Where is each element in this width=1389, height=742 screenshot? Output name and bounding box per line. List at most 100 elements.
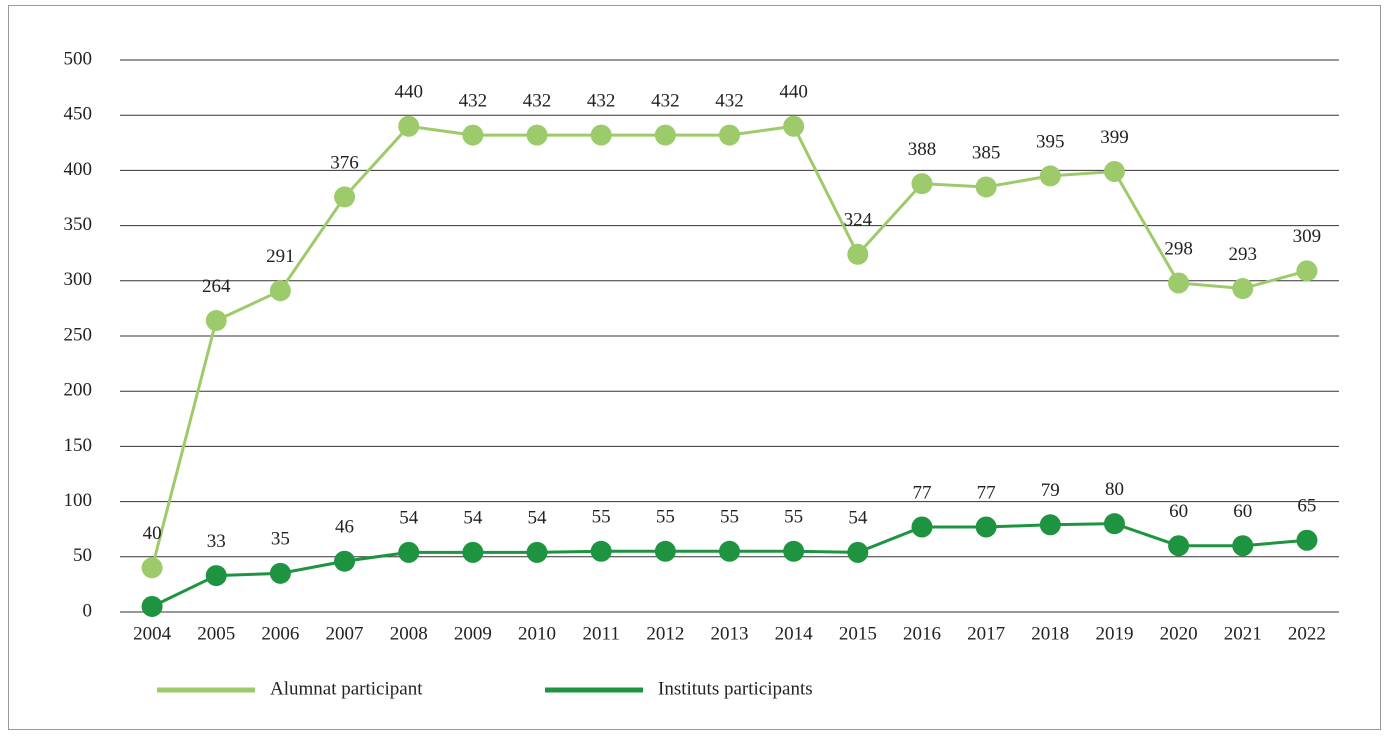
data-point <box>141 557 163 579</box>
data-label: 440 <box>394 82 423 103</box>
data-point <box>205 565 227 587</box>
x-tick-label: 2007 <box>326 623 364 644</box>
x-tick-label: 2012 <box>646 623 684 644</box>
data-point <box>654 540 676 562</box>
x-tick-label: 2022 <box>1288 623 1326 644</box>
data-point <box>719 124 740 146</box>
data-label: 65 <box>1297 496 1316 517</box>
data-point <box>1168 535 1190 557</box>
data-label: 60 <box>1169 501 1188 522</box>
data-point <box>1296 529 1318 551</box>
data-label: 54 <box>463 508 483 529</box>
data-label: 33 <box>207 531 226 552</box>
x-tick-label: 2009 <box>454 623 492 644</box>
data-point <box>334 550 356 572</box>
data-label: 54 <box>528 508 548 529</box>
data-label: 46 <box>335 517 354 538</box>
data-point <box>334 186 356 208</box>
data-point <box>1103 513 1125 535</box>
data-point <box>975 516 997 538</box>
data-label: 55 <box>656 507 675 528</box>
data-label: 79 <box>1041 480 1060 501</box>
data-label: 35 <box>271 529 290 550</box>
data-label: 432 <box>715 90 744 111</box>
data-label: 399 <box>1100 127 1129 148</box>
data-label: 54 <box>399 508 419 529</box>
data-label: 395 <box>1036 131 1065 152</box>
data-label: 298 <box>1164 238 1193 259</box>
y-tick-label: 250 <box>64 324 93 345</box>
data-label: 40 <box>143 523 162 544</box>
x-tick-label: 2021 <box>1224 623 1262 644</box>
x-tick-label: 2019 <box>1095 623 1133 644</box>
data-label: 55 <box>592 507 611 528</box>
y-tick-label: 0 <box>83 600 93 621</box>
data-point <box>398 115 420 137</box>
y-tick-label: 150 <box>64 435 93 456</box>
data-point <box>269 562 291 584</box>
data-label: 309 <box>1293 226 1322 247</box>
data-label: 264 <box>202 276 231 297</box>
x-tick-label: 2015 <box>839 623 877 644</box>
data-point <box>847 541 869 563</box>
y-tick-label: 450 <box>64 104 93 125</box>
data-label: 432 <box>523 90 552 111</box>
data-point <box>783 540 805 562</box>
data-label: 55 <box>720 507 739 528</box>
legend-label: Instituts participants <box>658 678 813 699</box>
y-tick-label: 100 <box>64 490 93 511</box>
y-tick-label: 200 <box>64 380 93 401</box>
data-label: 77 <box>977 482 996 503</box>
x-tick-label: 2016 <box>903 623 941 644</box>
data-point <box>1039 514 1061 536</box>
data-point <box>654 124 676 146</box>
data-label: 432 <box>459 90 488 111</box>
legend-label: Alumnat participant <box>270 678 423 699</box>
chart-border <box>8 5 1381 730</box>
data-label: 376 <box>330 152 359 173</box>
data-point <box>783 115 805 137</box>
y-tick-label: 500 <box>64 48 93 69</box>
x-tick-label: 2013 <box>711 623 749 644</box>
y-tick-label: 400 <box>64 159 93 180</box>
y-tick-label: 300 <box>64 269 93 290</box>
data-point <box>1296 260 1318 282</box>
data-label: 77 <box>912 482 931 503</box>
data-point <box>269 280 291 302</box>
data-label: 80 <box>1105 479 1124 500</box>
data-label: 385 <box>972 142 1001 163</box>
data-point <box>398 541 420 563</box>
data-point <box>141 595 163 617</box>
data-point <box>911 173 933 195</box>
data-point <box>719 540 740 562</box>
x-tick-label: 2010 <box>518 623 556 644</box>
x-tick-label: 2018 <box>1031 623 1069 644</box>
data-label: 324 <box>844 210 873 231</box>
x-tick-label: 2020 <box>1160 623 1198 644</box>
data-point <box>462 541 484 563</box>
y-tick-label: 350 <box>64 214 93 235</box>
data-label: 432 <box>651 90 680 111</box>
data-point <box>590 540 612 562</box>
x-tick-label: 2017 <box>967 623 1005 644</box>
x-tick-label: 2004 <box>133 623 172 644</box>
data-point <box>462 124 484 146</box>
series-line <box>151 522 1308 608</box>
data-label: 54 <box>848 508 868 529</box>
data-label: 291 <box>266 246 295 267</box>
y-tick-label: 50 <box>73 545 92 566</box>
data-label: 293 <box>1229 244 1258 265</box>
data-point <box>1232 278 1254 300</box>
data-point <box>526 541 548 563</box>
data-label: 55 <box>784 507 803 528</box>
x-tick-label: 2005 <box>197 623 235 644</box>
data-point <box>975 176 997 198</box>
x-tick-label: 2011 <box>583 623 620 644</box>
data-point <box>911 516 933 538</box>
x-tick-label: 2006 <box>261 623 299 644</box>
data-point <box>1039 165 1061 187</box>
x-tick-label: 2014 <box>775 623 814 644</box>
data-point <box>205 310 227 332</box>
data-point <box>526 124 548 146</box>
data-label: 432 <box>587 90 616 111</box>
